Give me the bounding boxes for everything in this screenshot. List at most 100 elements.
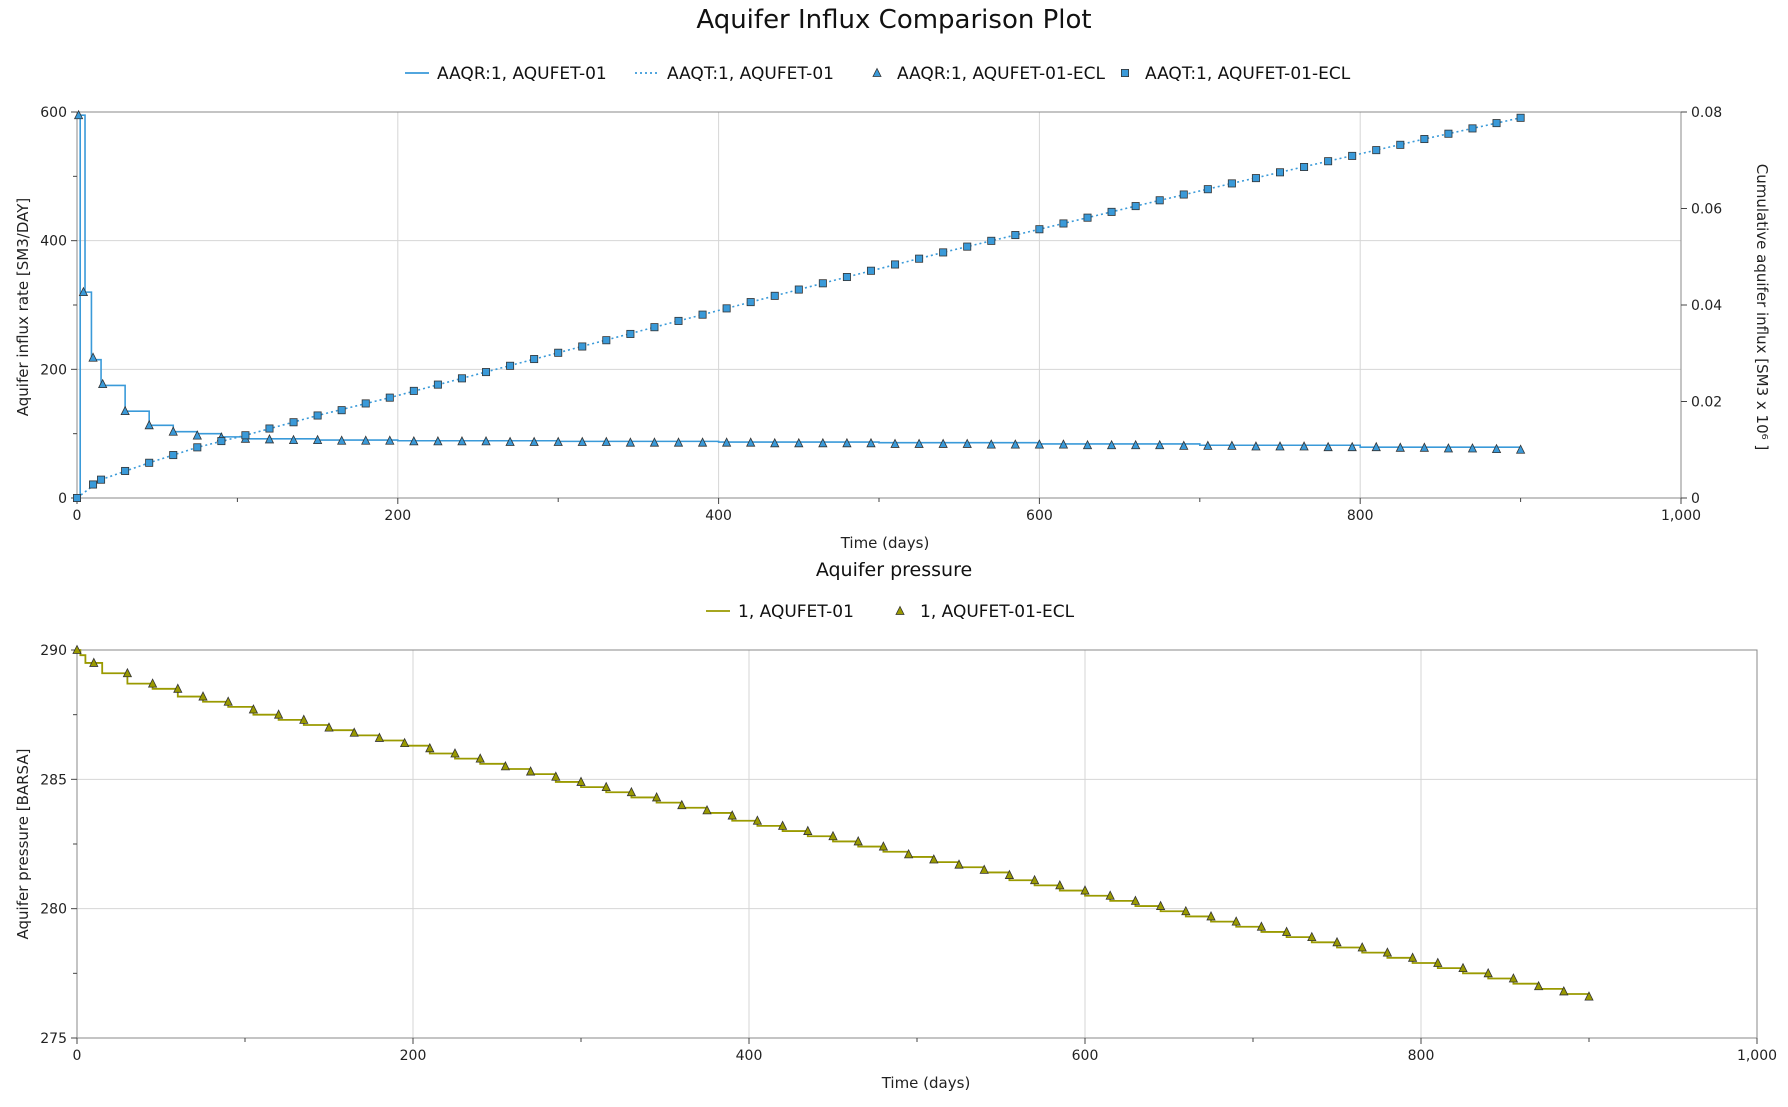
data-point	[89, 480, 98, 489]
data-point	[120, 405, 130, 416]
y-tick-label: 600	[40, 105, 67, 121]
y-tick-label: 290	[40, 643, 67, 659]
data-point	[578, 342, 587, 351]
series-1-aqufet-01-ecl	[72, 644, 1594, 1001]
data-point	[938, 438, 948, 448]
data-point	[1010, 439, 1020, 449]
data-point	[385, 393, 394, 402]
x-tick-label: 0	[73, 1048, 82, 1064]
data-point	[853, 836, 863, 846]
data-point	[1419, 442, 1430, 452]
data-point	[963, 242, 972, 251]
x-tick-label: 1,000	[1661, 508, 1701, 524]
data-point	[929, 854, 939, 864]
data-point	[73, 493, 82, 502]
y-tick-label: 275	[40, 1031, 67, 1047]
data-point	[1227, 440, 1237, 450]
data-point	[979, 864, 989, 874]
data-point	[962, 438, 972, 448]
x-tick-label: 0	[73, 508, 82, 524]
data-point	[1080, 885, 1090, 895]
data-point	[878, 841, 889, 851]
data-point	[914, 438, 924, 448]
data-point	[939, 248, 948, 257]
legend-label: 1, AQUFET-01	[738, 602, 854, 622]
data-point	[78, 286, 89, 297]
data-point	[505, 436, 515, 446]
data-point	[674, 316, 683, 325]
influx-series	[73, 109, 1526, 502]
legend-swatch	[895, 605, 905, 615]
data-point	[1130, 895, 1141, 905]
legend-entry: AAQT:1, AQUFET-01	[635, 64, 834, 84]
data-point	[866, 266, 875, 275]
data-point	[425, 742, 435, 753]
data-point	[1433, 957, 1443, 967]
data-point	[457, 435, 467, 446]
data-point	[626, 786, 637, 797]
legend-label: AAQT:1, AQUFET-01	[667, 64, 834, 84]
data-point	[794, 285, 803, 294]
data-point	[481, 435, 491, 446]
legend-swatch	[1121, 69, 1130, 78]
figure-title: Aquifer Influx Comparison Plot	[696, 5, 1091, 35]
y2-tick-label: 0.08	[1691, 105, 1722, 121]
data-point	[324, 722, 334, 732]
data-point	[650, 323, 659, 332]
legend-entry: 1, AQUFET-01	[706, 602, 854, 622]
data-point	[842, 437, 852, 448]
data-point	[265, 424, 274, 433]
data-point	[1395, 442, 1405, 452]
x-tick-label: 200	[400, 1048, 427, 1064]
data-point	[1468, 124, 1477, 133]
data-point	[529, 436, 539, 446]
data-point	[1584, 991, 1594, 1001]
data-point	[1407, 952, 1418, 962]
data-point	[1420, 135, 1429, 144]
influx-y2-axis-label: Cumulative aquifer influx [SM3 x 10⁶ ]	[1753, 164, 1771, 450]
data-point	[525, 766, 536, 776]
data-point	[1155, 439, 1165, 450]
data-point	[1029, 874, 1040, 885]
data-point	[1299, 441, 1309, 451]
y2-tick-label: 0	[1691, 491, 1700, 507]
data-point	[1058, 439, 1069, 449]
y-tick-label: 285	[40, 772, 67, 788]
data-point	[147, 678, 158, 688]
data-point	[89, 657, 99, 667]
x-tick-label: 200	[384, 508, 411, 524]
data-point	[818, 437, 828, 448]
legend-entry: AAQR:1, AQUFET-01-ECL	[872, 64, 1105, 84]
data-point	[1372, 146, 1381, 155]
data-point	[1251, 441, 1261, 451]
y-tick-label: 280	[40, 902, 67, 918]
data-point	[1155, 900, 1166, 910]
data-point	[121, 466, 130, 475]
data-point	[551, 771, 561, 781]
data-point	[399, 737, 410, 748]
data-point	[1300, 163, 1309, 172]
data-point	[986, 439, 996, 449]
data-point	[299, 714, 309, 724]
data-point	[649, 437, 660, 447]
data-point	[1131, 202, 1140, 211]
data-point	[273, 709, 284, 719]
data-point	[727, 810, 737, 820]
data-point	[374, 732, 385, 742]
data-point	[1231, 916, 1241, 926]
data-point	[1181, 905, 1191, 916]
data-point	[1276, 168, 1285, 177]
data-point	[1011, 231, 1020, 240]
data-point	[88, 352, 98, 362]
data-point	[1256, 921, 1267, 931]
data-point	[1130, 439, 1141, 450]
pressure-series	[72, 644, 1594, 1001]
data-point	[553, 436, 563, 446]
data-point	[248, 704, 259, 714]
data-point	[385, 435, 395, 445]
data-point	[409, 386, 418, 395]
data-point	[1275, 441, 1285, 451]
data-point	[1491, 443, 1502, 454]
data-point	[746, 437, 756, 447]
legend-entry: AAQT:1, AQUFET-01-ECL	[1121, 64, 1351, 84]
